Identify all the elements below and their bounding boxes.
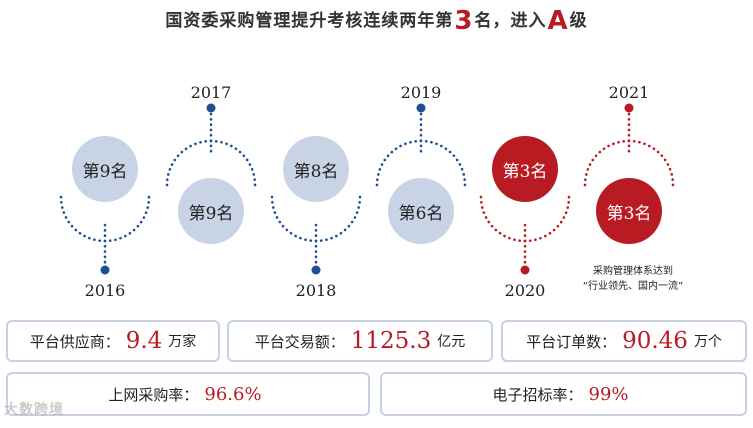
endpoint-dot-2018 (311, 265, 321, 275)
stat-online-rate-label: 上网采购率： (108, 385, 199, 404)
year-2017: 2017 (190, 83, 232, 102)
rank-circle-2016: 第9名 (72, 136, 138, 202)
title-rank-number: 3 (454, 6, 474, 36)
endpoint-dot-2020 (520, 265, 530, 275)
stat-suppliers-value: 9.4 (125, 328, 163, 354)
rank-circle-2017: 第9名 (178, 178, 244, 244)
stat-ebid-rate-value: 99% (588, 383, 629, 405)
stat-suppliers: 平台供应商： 9.4 万家 (6, 320, 220, 362)
stat-transaction-value: 1125.3 (350, 328, 432, 354)
rank-circle-2021: 第3名 (596, 178, 662, 244)
stat-suppliers-unit: 万家 (168, 334, 197, 350)
title-grade: A (547, 6, 569, 36)
stat-suppliers-label: 平台供应商： (29, 332, 120, 351)
endpoint-dot-2017 (206, 103, 216, 113)
watermark: 大数跨境 (4, 402, 64, 418)
timeline-graphic (59, 103, 675, 275)
note-line-2: “行业领先、国内一流” (582, 281, 684, 292)
stat-ebid-rate-label: 电子招标率： (492, 385, 583, 404)
year-2020: 2020 (504, 281, 546, 300)
year-2016: 2016 (84, 281, 126, 300)
page-title: 国资委采购管理提升考核连续两年第3名，进入A级 (165, 6, 588, 36)
rank-circle-2018: 第8名 (283, 136, 349, 202)
stat-ebid-rate: 电子招标率： 99% (380, 372, 747, 416)
year-2019: 2019 (400, 83, 442, 102)
endpoint-dot-2021 (624, 103, 634, 113)
rank-circle-2019: 第6名 (388, 178, 454, 244)
year-2021: 2021 (608, 83, 650, 102)
rank-circle-2020: 第3名 (492, 136, 558, 202)
stat-online-rate-value: 96.6% (204, 383, 262, 405)
stat-orders-unit: 万个 (693, 334, 722, 350)
stat-orders-label: 平台订单数： (526, 332, 617, 351)
achievement-note: 采购管理体系达到 “行业领先、国内一流” (568, 264, 698, 294)
stat-transaction: 平台交易额： 1125.3 亿元 (227, 320, 493, 362)
year-2018: 2018 (295, 281, 337, 300)
stat-online-rate: 上网采购率： 96.6% (6, 372, 370, 416)
stat-transaction-label: 平台交易额： (254, 332, 345, 351)
note-line-1: 采购管理体系达到 (593, 266, 673, 277)
endpoint-dot-2019 (416, 103, 426, 113)
stat-orders-value: 90.46 (622, 328, 688, 354)
stat-orders: 平台订单数： 90.46 万个 (501, 320, 747, 362)
endpoint-dot-2016 (100, 265, 110, 275)
stat-transaction-unit: 亿元 (437, 334, 466, 350)
